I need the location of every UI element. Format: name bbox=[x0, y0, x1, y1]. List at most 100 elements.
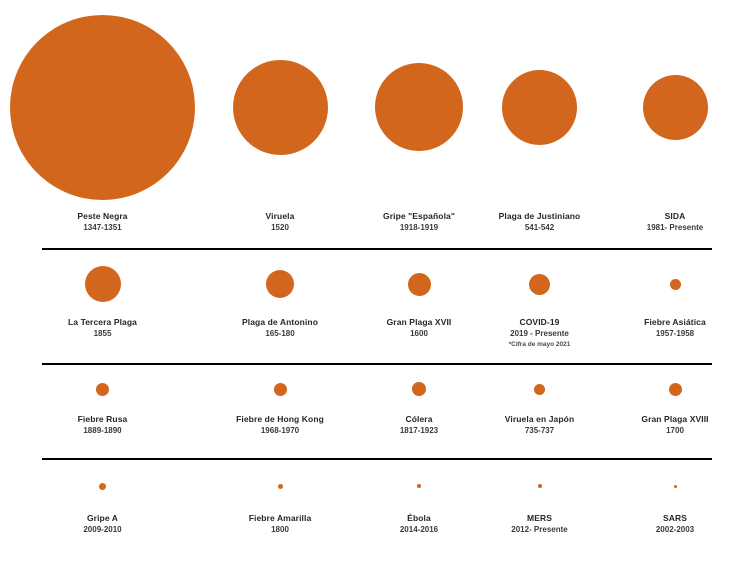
bubble-zone bbox=[355, 256, 483, 312]
pandemic-bubble bbox=[534, 383, 545, 395]
pandemic-item: Viruela en Japón 735-737 bbox=[483, 365, 596, 458]
pandemic-dates: 735-737 bbox=[524, 426, 555, 436]
pandemic-name: Peste Negra bbox=[77, 211, 128, 221]
pandemic-item: Ébola 2014-2016 bbox=[355, 460, 483, 566]
pandemic-name: Gran Plaga XVIII bbox=[641, 414, 709, 424]
pandemic-name: La Tercera Plaga bbox=[67, 317, 137, 327]
pandemic-bubble bbox=[266, 270, 294, 298]
pandemic-item: Fiebre Rusa 1889-1890 bbox=[0, 365, 205, 458]
pandemic-bubble bbox=[412, 382, 426, 396]
pandemic-item: La Tercera Plaga 1855 bbox=[0, 250, 205, 363]
pandemic-item: SIDA 1981- Presente bbox=[596, 0, 754, 248]
pandemic-dates: 1817-1923 bbox=[399, 426, 439, 436]
bubble-zone bbox=[596, 256, 754, 312]
pandemic-bubble bbox=[407, 272, 431, 296]
pandemic-item: Plaga de Justiniano 541-542 bbox=[483, 0, 596, 248]
pandemic-item: Fiebre de Hong Kong 1968-1970 bbox=[205, 365, 355, 458]
pandemic-dates: 1981- Presente bbox=[646, 223, 704, 233]
pandemic-bubble bbox=[96, 382, 109, 396]
pandemic-name: Fiebre de Hong Kong bbox=[236, 414, 324, 424]
bubble-zone bbox=[483, 369, 596, 409]
pandemic-name: Cólera bbox=[405, 414, 433, 424]
bubble-zone bbox=[596, 369, 754, 409]
bubble-zone bbox=[0, 256, 205, 312]
bubble-zone bbox=[0, 464, 205, 508]
bubble-zone bbox=[0, 369, 205, 409]
bubble-zone bbox=[0, 8, 205, 206]
pandemic-item: Viruela 1520 bbox=[205, 0, 355, 248]
pandemic-dates: 2009-2010 bbox=[83, 525, 122, 535]
pandemic-name: Plaga de Justiniano bbox=[498, 211, 581, 221]
pandemic-item: SARS 2002-2003 bbox=[596, 460, 754, 566]
bubble-zone bbox=[355, 369, 483, 409]
bubble-zone bbox=[355, 8, 483, 206]
pandemic-name: Fiebre Asiática bbox=[644, 317, 706, 327]
pandemic-dates: 1600 bbox=[410, 329, 428, 339]
pandemic-bubble bbox=[673, 484, 677, 488]
pandemic-bubble bbox=[668, 382, 682, 396]
bubble-zone bbox=[205, 464, 355, 508]
bubble-zone bbox=[483, 464, 596, 508]
pandemic-dates: 541-542 bbox=[524, 223, 555, 233]
pandemic-item: Peste Negra 1347-1351 bbox=[0, 0, 205, 248]
pandemic-item: Fiebre Asiática 1957-1958 bbox=[596, 250, 754, 363]
bubble-zone bbox=[355, 464, 483, 508]
bubble-row-2: La Tercera Plaga 1855 Plaga de Antonino 165… bbox=[0, 250, 754, 363]
row-divider bbox=[42, 458, 712, 460]
pandemic-bubble bbox=[99, 482, 106, 490]
pandemic-dates: 1520 bbox=[271, 223, 289, 233]
pandemic-bubble bbox=[642, 74, 708, 140]
pandemic-bubble bbox=[10, 14, 195, 200]
pandemic-dates: 2014-2016 bbox=[399, 525, 439, 535]
pandemic-dates: 1700 bbox=[666, 426, 684, 436]
pandemic-item: Plaga de Antonino 165-180 bbox=[205, 250, 355, 363]
bubble-row-3: Fiebre Rusa 1889-1890 Fiebre de Hong Kong 1… bbox=[0, 365, 754, 458]
pandemic-item: COVID-19 2019 - Presente *Cifra de mayo 20… bbox=[483, 250, 596, 363]
pandemic-dates: 2019 - Presente bbox=[510, 329, 569, 339]
pandemic-name: Viruela bbox=[265, 211, 295, 221]
bubble-zone bbox=[596, 8, 754, 206]
bubble-zone bbox=[205, 256, 355, 312]
bubble-zone bbox=[205, 8, 355, 206]
pandemic-dates: 2012- Presente bbox=[511, 525, 568, 535]
pandemic-bubble bbox=[84, 266, 121, 302]
bubble-zone bbox=[205, 369, 355, 409]
pandemic-name: Ébola bbox=[407, 513, 431, 523]
pandemic-bubble bbox=[537, 484, 542, 488]
pandemic-name: COVID-19 bbox=[519, 317, 560, 327]
bubble-row-1: Peste Negra 1347-1351 Viruela 1520 Gripe "Es… bbox=[0, 0, 754, 248]
pandemic-name: Fiebre Rusa bbox=[77, 414, 128, 424]
pandemic-bubble bbox=[273, 382, 287, 396]
pandemic-dates: 1889-1890 bbox=[83, 426, 122, 436]
pandemic-dates: 1968-1970 bbox=[260, 426, 300, 436]
pandemic-dates: 165-180 bbox=[265, 329, 295, 339]
pandemic-bubble bbox=[529, 273, 550, 295]
pandemic-bubble bbox=[277, 483, 283, 489]
pandemic-bubble bbox=[375, 63, 463, 151]
pandemic-item: Gran Plaga XVII 1600 bbox=[355, 250, 483, 363]
pandemic-name: Fiebre Amarilla bbox=[248, 513, 312, 523]
pandemic-name: SARS bbox=[662, 513, 688, 523]
pandemic-item: MERS 2012- Presente bbox=[483, 460, 596, 566]
pandemic-item: Gripe A 2009-2010 bbox=[0, 460, 205, 566]
bubble-zone bbox=[483, 256, 596, 312]
pandemic-name: Gripe A bbox=[86, 513, 119, 523]
pandemic-name: MERS bbox=[527, 513, 552, 523]
bubble-row-4: Gripe A 2009-2010 Fiebre Amarilla 1800 Ébola… bbox=[0, 460, 754, 566]
pandemic-name: Viruela en Japón bbox=[504, 414, 575, 424]
pandemic-item: Gran Plaga XVIII 1700 bbox=[596, 365, 754, 458]
pandemic-bubble bbox=[669, 278, 681, 290]
pandemic-note: *Cifra de mayo 2021 bbox=[508, 341, 571, 349]
pandemic-dates: 1918-1919 bbox=[399, 223, 439, 233]
pandemic-bubble bbox=[232, 59, 328, 155]
pandemic-name: Gripe "Española" bbox=[382, 211, 455, 221]
pandemic-item: Fiebre Amarilla 1800 bbox=[205, 460, 355, 566]
pandemic-name: Gran Plaga XVII bbox=[386, 317, 452, 327]
pandemic-name: SIDA bbox=[664, 211, 686, 221]
pandemic-dates: 2002-2003 bbox=[655, 525, 695, 535]
pandemic-dates: 1855 bbox=[93, 329, 112, 339]
bubble-zone bbox=[596, 464, 754, 508]
row-divider bbox=[42, 248, 712, 250]
pandemic-dates: 1347-1351 bbox=[83, 223, 122, 233]
